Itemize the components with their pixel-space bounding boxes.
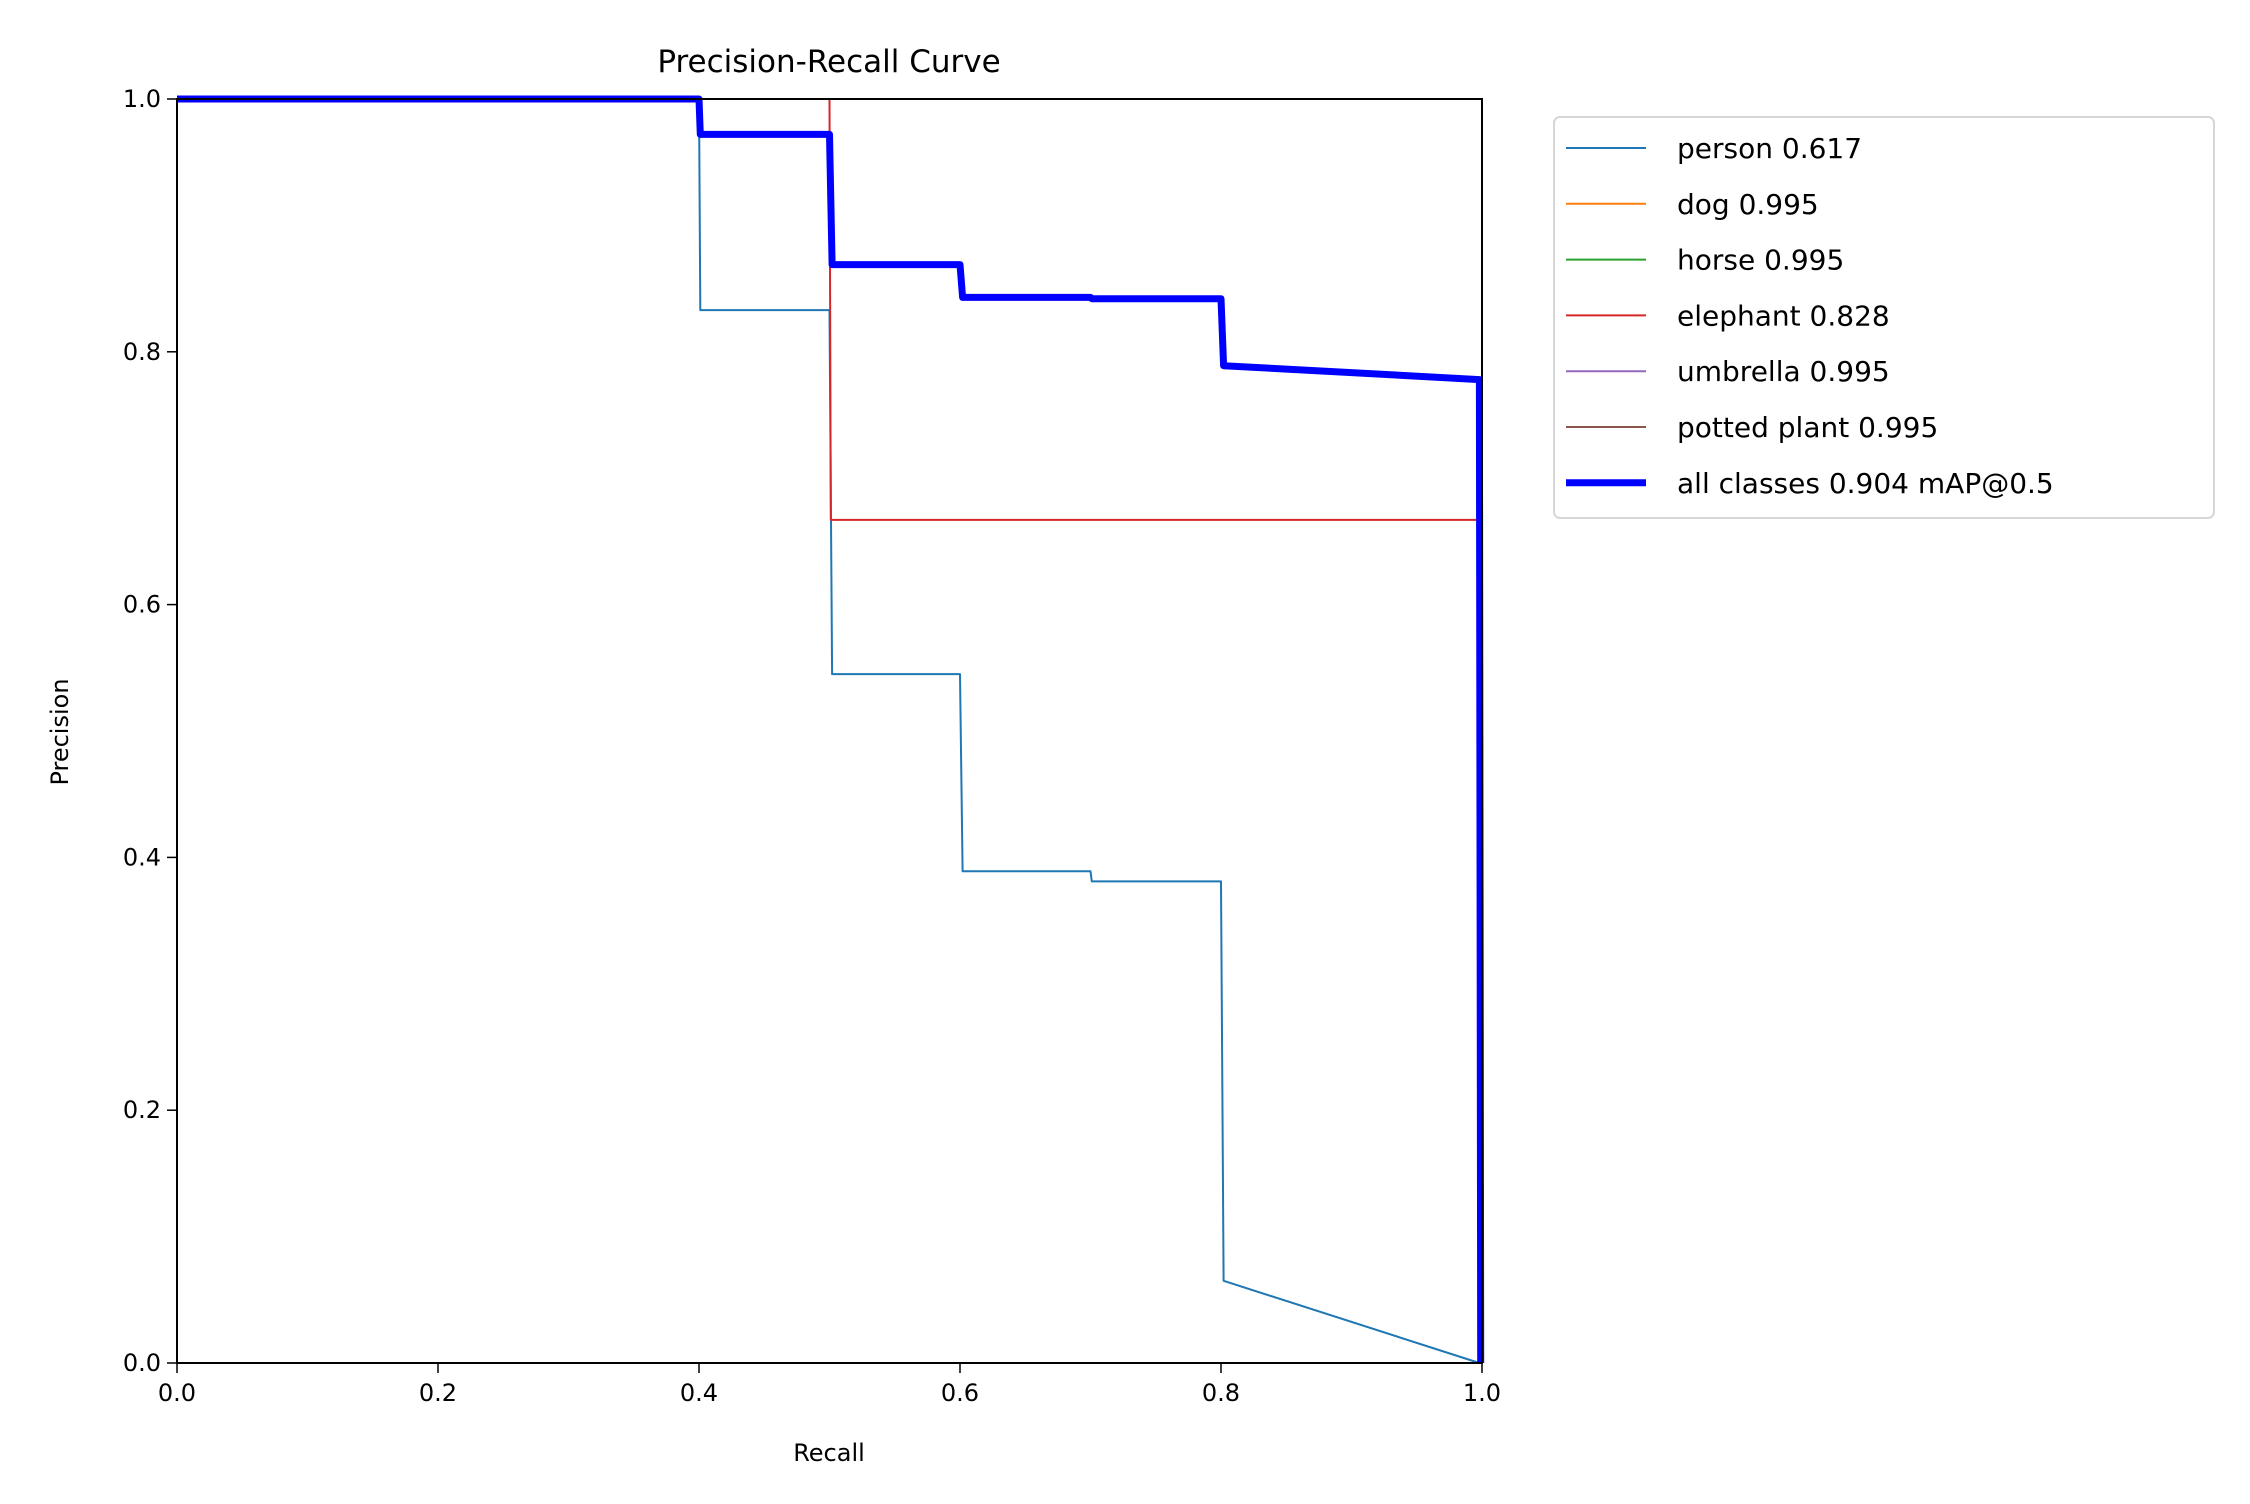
legend-label-all: all classes 0.904 mAP@0.5	[1677, 467, 2054, 500]
ticks-layer: 0.0 0.2 0.4 0.6 0.8 1.0 0.0 0.2 0.4 0.6 0.8 1.0	[123, 85, 1501, 1407]
legend-label-potted: potted plant 0.995	[1677, 411, 1938, 444]
x-tick-label: 0.8	[1202, 1379, 1240, 1407]
series-line-all	[177, 95, 1485, 1364]
y-tick-label: 0.2	[123, 1096, 161, 1124]
y-tick-label: 0.4	[123, 843, 161, 871]
series-line-person	[177, 98, 1482, 1364]
x-tick-label: 0.0	[158, 1379, 196, 1407]
x-tick-label: 1.0	[1463, 1379, 1501, 1407]
legend-label-dog: dog 0.995	[1677, 188, 1819, 221]
x-axis-label: Recall	[793, 1439, 865, 1467]
y-tick-label: 0.8	[123, 338, 161, 366]
x-tick-label: 0.4	[680, 1379, 718, 1407]
y-axis-label: Precision	[46, 678, 74, 785]
legend-label-person: person 0.617	[1677, 132, 1862, 165]
legend-label-umbrella: umbrella 0.995	[1677, 355, 1890, 388]
y-tick-label: 0.6	[123, 591, 161, 619]
legend-box	[1553, 116, 2215, 519]
plot-frame	[176, 98, 1483, 1364]
legend-label-elephant: elephant 0.828	[1677, 299, 1890, 332]
legend: person 0.617 dog 0.995 horse 0.995 elephant…	[1553, 116, 2215, 519]
y-tick-label: 0.0	[123, 1349, 161, 1377]
legend-label-horse: horse 0.995	[1677, 244, 1844, 277]
y-tick-label: 1.0	[123, 85, 161, 113]
x-tick-label: 0.6	[941, 1379, 979, 1407]
chart-title: Precision-Recall Curve	[657, 44, 1000, 80]
x-tick-label: 0.2	[419, 1379, 457, 1407]
